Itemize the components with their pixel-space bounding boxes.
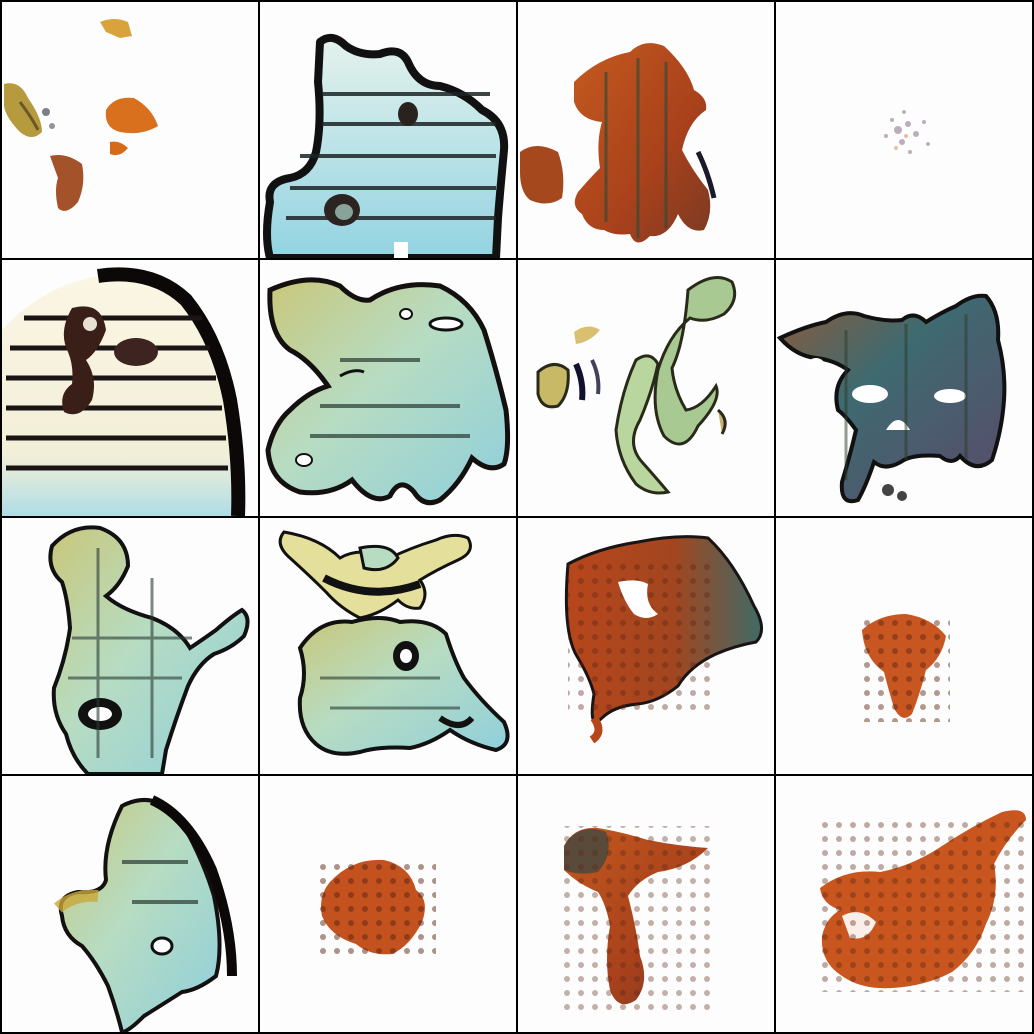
tile-art — [4, 19, 158, 211]
tile-r1c3 — [518, 2, 774, 258]
tile-art — [54, 795, 237, 1032]
tile-r1c1 — [2, 2, 258, 258]
tile-r3c1 — [2, 518, 258, 774]
tile-r3c3 — [518, 518, 774, 774]
tile-art — [562, 826, 712, 1016]
tile-r1c2 — [260, 2, 516, 258]
tile-r4c3 — [518, 776, 774, 1032]
tile-art — [816, 810, 1030, 992]
tile-r2c2 — [260, 260, 516, 516]
tile-art — [884, 110, 930, 154]
tile-art — [536, 276, 737, 495]
tile-art — [316, 856, 436, 960]
tile-art — [564, 535, 763, 744]
tile-art — [263, 33, 509, 258]
tile-art — [265, 277, 511, 506]
tile-r3c2 — [260, 518, 516, 774]
tile-r2c3 — [518, 260, 774, 516]
tile-r1c4 — [776, 2, 1032, 258]
tile-r4c2 — [260, 776, 516, 1032]
tile-art — [776, 293, 1007, 504]
tile-art — [2, 267, 246, 516]
tile-r4c1 — [2, 776, 258, 1032]
tile-art — [520, 43, 717, 243]
tile-r3c4 — [776, 518, 1032, 774]
tile-r2c1 — [2, 260, 258, 516]
tile-r4c4 — [776, 776, 1032, 1032]
tile-art — [860, 612, 950, 722]
tile-r2c4 — [776, 260, 1032, 516]
tile-art — [278, 530, 510, 756]
tile-art — [48, 525, 250, 774]
